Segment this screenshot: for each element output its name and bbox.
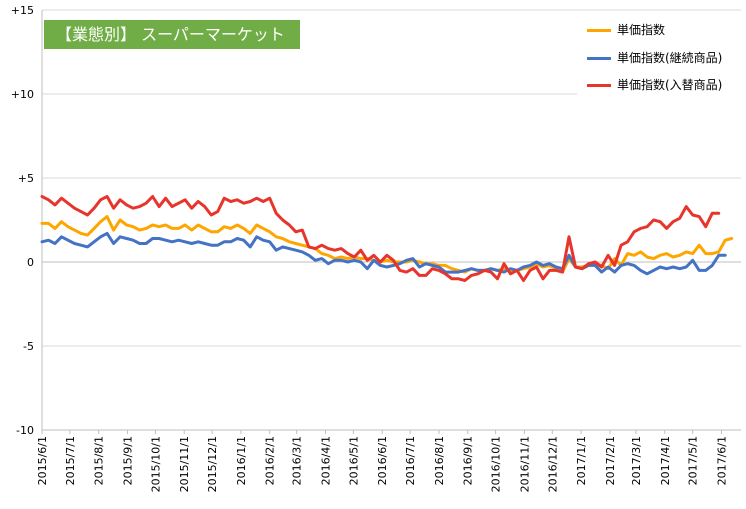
y-tick-label: 0 — [27, 256, 34, 269]
legend-swatch — [587, 29, 611, 32]
y-tick-label: -10 — [16, 424, 34, 437]
x-tick-label: 2016/8/1 — [433, 436, 446, 485]
x-tick-label: 2016/11/1 — [518, 436, 531, 492]
series-line — [40, 195, 721, 282]
legend-label: 単価指数 — [617, 23, 666, 37]
x-tick-label: 2017/1/1 — [575, 436, 588, 485]
y-tick-label: +5 — [18, 172, 34, 185]
x-tick-label: 2016/9/1 — [462, 436, 475, 485]
x-tick-label: 2017/4/1 — [659, 436, 672, 485]
y-tick-label: +10 — [11, 88, 34, 101]
legend-item: 単価指数 — [587, 22, 665, 38]
legend-item: 単価指数(継続商品) — [587, 50, 722, 66]
x-tick-label: 2016/3/1 — [291, 436, 304, 485]
x-tick-label: 2016/5/1 — [347, 436, 360, 485]
x-tick-label: 2015/6/1 — [36, 436, 49, 485]
x-tick-label: 2015/12/1 — [206, 436, 219, 492]
legend-label: 単価指数(入替商品) — [617, 78, 723, 92]
chart-title: 【業態別】 スーパーマーケット — [44, 20, 300, 49]
y-tick-label: -5 — [23, 340, 34, 353]
x-tick-label: 2016/1/1 — [235, 436, 248, 485]
x-tick-label: 2016/2/1 — [264, 436, 277, 485]
x-tick-label: 2015/7/1 — [64, 436, 77, 485]
x-tick-label: 2015/9/1 — [122, 436, 135, 485]
x-tick-label: 2017/6/1 — [715, 436, 728, 485]
x-tick-label: 2016/10/1 — [490, 436, 503, 492]
chart-legend: 単価指数 単価指数(継続商品) 単価指数(入替商品) — [577, 12, 745, 96]
x-tick-label: 2016/12/1 — [546, 436, 559, 492]
x-tick-label: 2016/4/1 — [320, 436, 333, 485]
legend-swatch — [587, 57, 611, 60]
x-tick-label: 2016/7/1 — [404, 436, 417, 485]
x-tick-label: 2015/11/1 — [178, 436, 191, 492]
y-tick-label: +15 — [11, 4, 34, 17]
x-tick-label: 2017/3/1 — [630, 436, 643, 485]
x-tick-label: 2015/10/1 — [149, 436, 162, 492]
legend-swatch — [587, 84, 611, 87]
series-line — [40, 231, 727, 276]
x-tick-label: 2016/6/1 — [376, 436, 389, 485]
x-tick-label: 2017/5/1 — [687, 436, 700, 485]
x-tick-label: 2017/2/1 — [604, 436, 617, 485]
legend-label: 単価指数(継続商品) — [617, 51, 723, 65]
x-tick-label: 2015/8/1 — [93, 436, 106, 485]
legend-item: 単価指数(入替商品) — [587, 77, 722, 93]
